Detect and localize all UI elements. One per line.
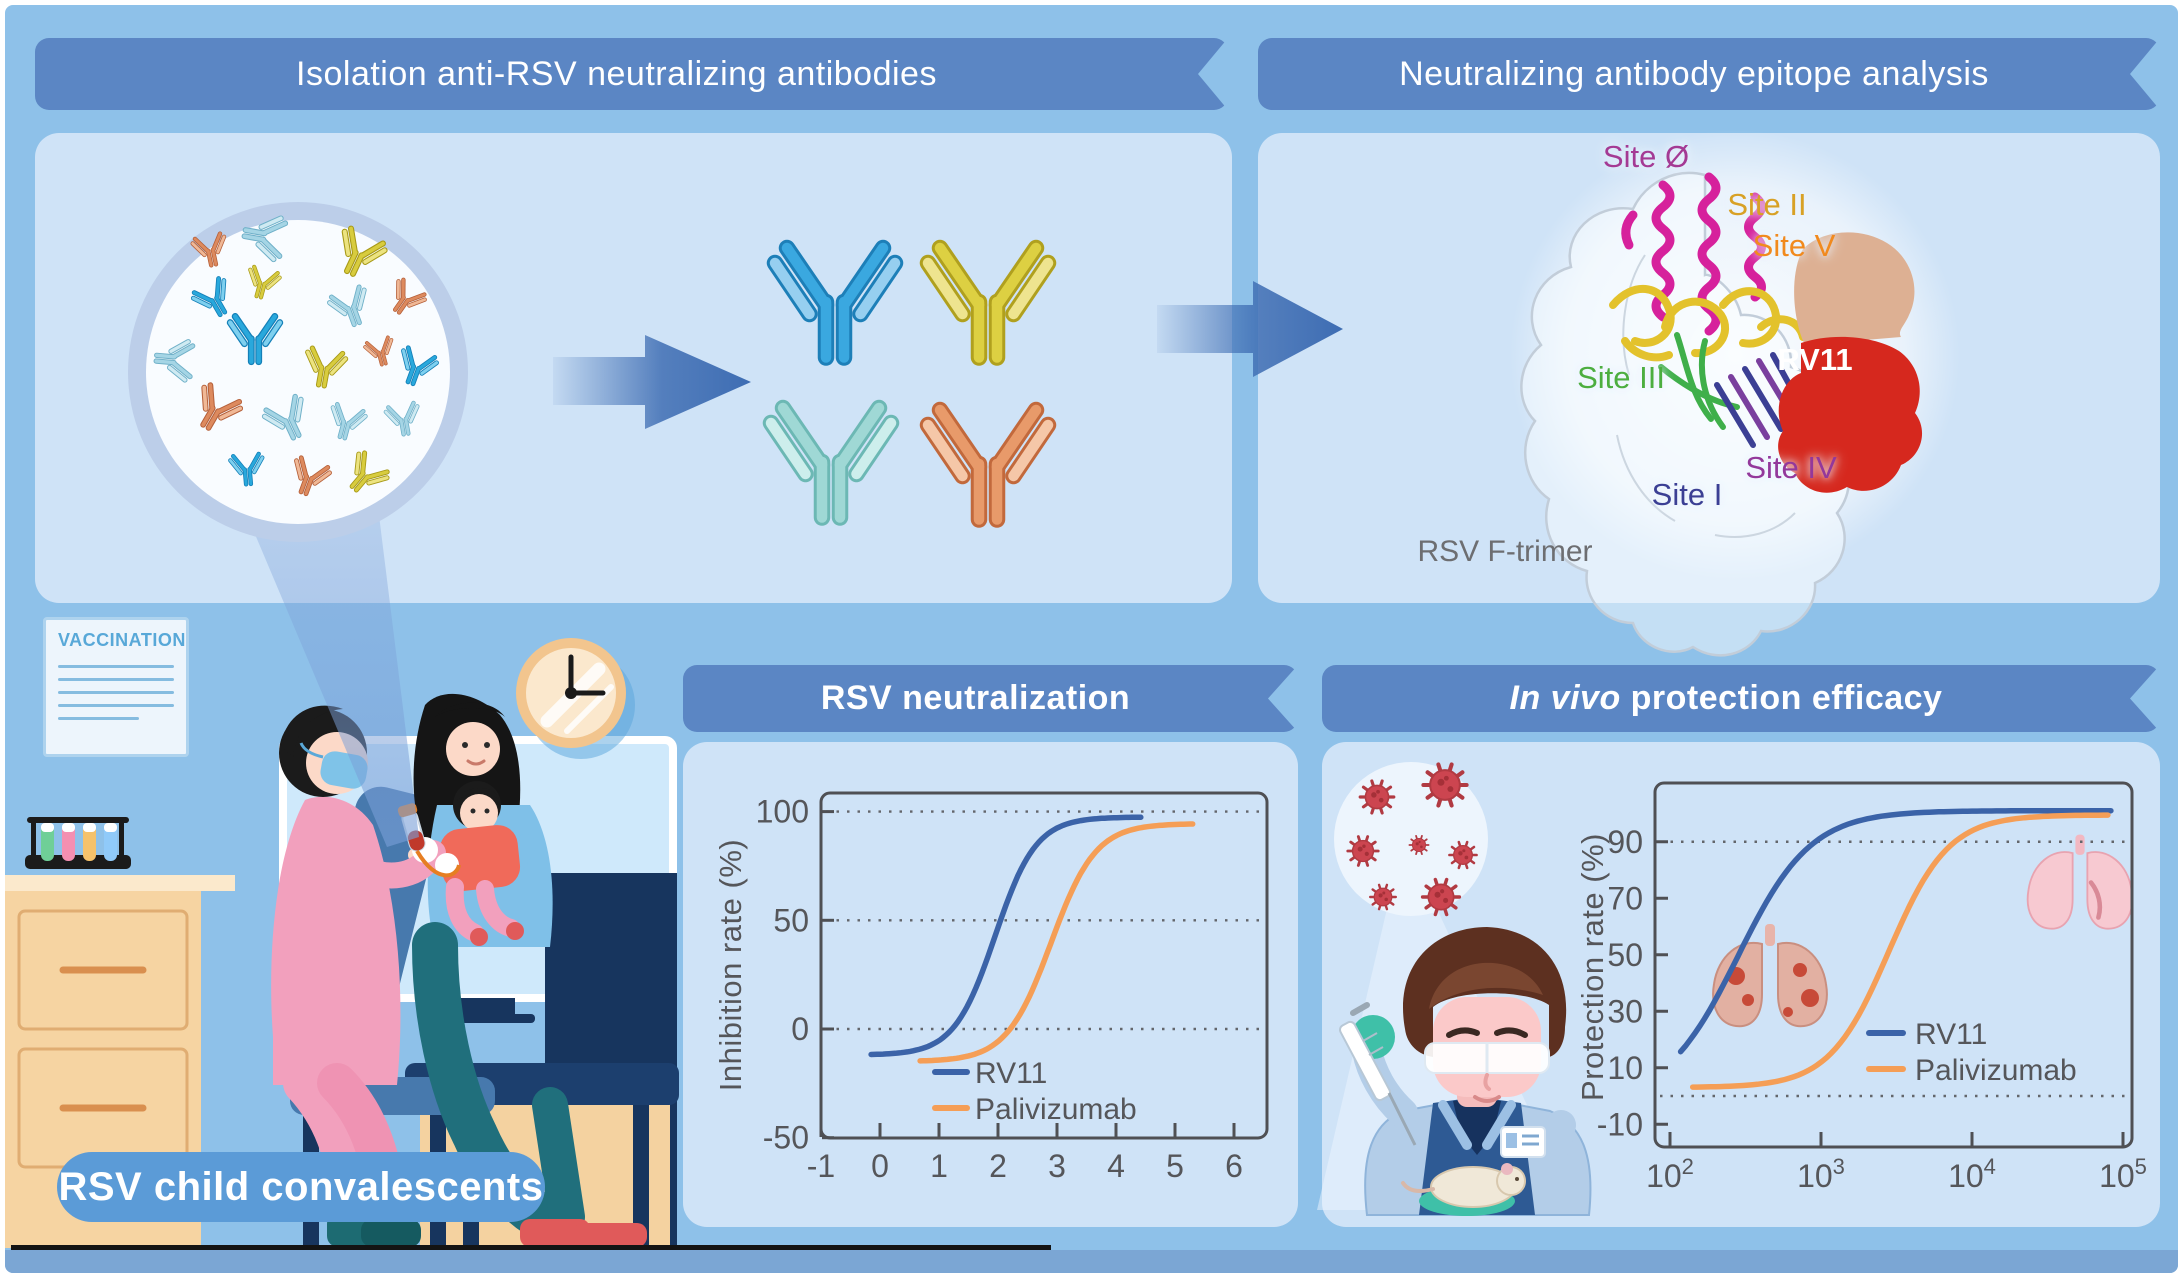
tv-monitor bbox=[279, 736, 677, 1023]
panel-invivo bbox=[1322, 742, 2160, 1227]
poster-line bbox=[58, 691, 174, 694]
blood-tube-cord bbox=[415, 849, 461, 878]
banner-neutralization-title: RSV neutralization bbox=[820, 679, 1131, 717]
banner-invivo: In vivo protection efficacy bbox=[1322, 665, 2160, 732]
banner-isolation: Isolation anti-RSV neutralizing antibodi… bbox=[35, 38, 1228, 110]
banner-invivo-rest: protection efficacy bbox=[1620, 679, 1943, 717]
test-tube-rack bbox=[25, 817, 131, 869]
poster-line bbox=[58, 717, 140, 720]
site-v-label: Site V bbox=[1752, 228, 1836, 263]
poster-line bbox=[58, 678, 174, 681]
rsv-child-convalescents-label: RSV child convalescents bbox=[57, 1152, 545, 1222]
poster-line bbox=[58, 665, 174, 668]
child-figure bbox=[408, 781, 524, 946]
site-ii-label: Site II bbox=[1727, 187, 1807, 222]
bottom-strip bbox=[5, 1250, 2178, 1273]
wall-clock bbox=[516, 638, 635, 759]
panel-isolation bbox=[35, 133, 1232, 603]
rsv-f-trimer-caption: RSV F-trimer bbox=[1417, 535, 1593, 568]
banner-isolation-title: Isolation anti-RSV neutralizing antibodi… bbox=[296, 54, 937, 93]
poster-line bbox=[58, 704, 174, 707]
banner-epitope: Neutralizing antibody epitope analysis bbox=[1258, 38, 2160, 110]
site-iii-label: Site III bbox=[1577, 360, 1665, 395]
panel-neutralization bbox=[683, 742, 1298, 1227]
figure-canvas: Isolation anti-RSV neutralizing antibodi… bbox=[5, 5, 2178, 1273]
test-tubes bbox=[41, 823, 117, 861]
banner-invivo-italic: In vivo bbox=[1509, 679, 1621, 717]
floor-line bbox=[11, 1245, 1051, 1250]
rv11-structure-label: RV11 bbox=[1777, 342, 1853, 377]
blood-sample-tube bbox=[397, 803, 426, 852]
banner-epitope-title: Neutralizing antibody epitope analysis bbox=[1399, 54, 1989, 93]
site-0-label: Site Ø bbox=[1602, 139, 1690, 174]
vaccination-poster: VACCINATION bbox=[43, 617, 189, 757]
banner-neutralization: RSV neutralization bbox=[683, 665, 1298, 732]
banner-invivo-title: In vivo protection efficacy bbox=[1510, 679, 1973, 718]
panel-epitope bbox=[1258, 133, 2160, 603]
site-i-label: Site I bbox=[1651, 477, 1723, 512]
poster-title: VACCINATION bbox=[58, 630, 186, 650]
site-iv-label: Site IV bbox=[1745, 450, 1837, 485]
